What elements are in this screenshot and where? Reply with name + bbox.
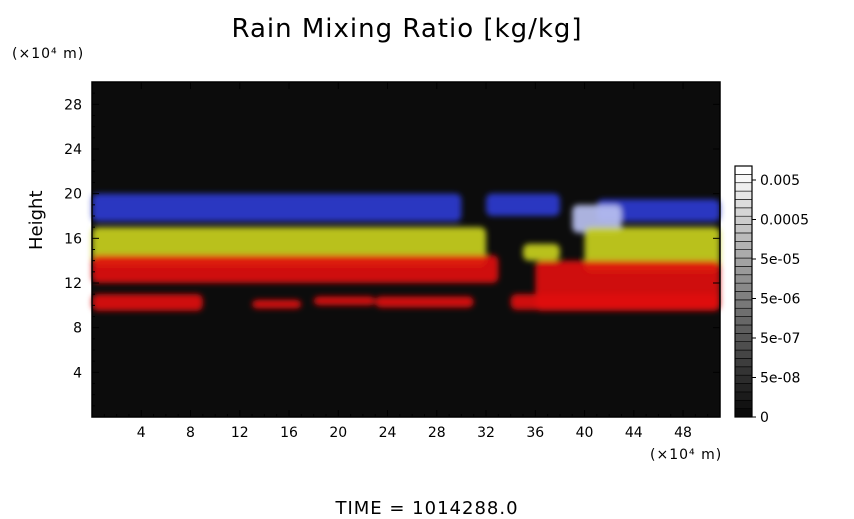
band-blue-0-0 bbox=[92, 193, 462, 222]
x-tick-label-48: 48 bbox=[674, 425, 692, 441]
colorbar-frame bbox=[734, 165, 753, 418]
y-tick-label-16: 16 bbox=[64, 231, 82, 247]
colorbar-step bbox=[734, 349, 753, 359]
colorbar-step bbox=[734, 366, 753, 376]
colorbar-label-0: 0.005 bbox=[760, 173, 800, 189]
colorbar-step bbox=[734, 207, 753, 217]
band-red-4-2 bbox=[313, 296, 376, 306]
band-yellow-2-1 bbox=[522, 243, 560, 261]
colorbar-step bbox=[734, 341, 753, 351]
chart-title: Rain Mixing Ratio [kg/kg] bbox=[231, 14, 583, 44]
x-tick-label-44: 44 bbox=[625, 425, 643, 441]
colorbar-step bbox=[734, 224, 753, 234]
x-tick-label-36: 36 bbox=[526, 425, 544, 441]
x-axis-unit: (×10⁴ m) bbox=[650, 447, 723, 463]
y-tick-label-8: 8 bbox=[73, 321, 82, 337]
x-tick-label-28: 28 bbox=[428, 425, 446, 441]
colorbar-step bbox=[734, 358, 753, 368]
rain-bands bbox=[92, 193, 720, 311]
colorbar-step bbox=[734, 391, 753, 401]
colorbar-step bbox=[734, 399, 753, 409]
x-tick-label-32: 32 bbox=[477, 425, 495, 441]
x-tick-label-12: 12 bbox=[231, 425, 249, 441]
colorbar-step bbox=[734, 274, 753, 284]
colorbar-step bbox=[734, 174, 753, 184]
colorbar-step bbox=[734, 266, 753, 276]
band-lightblue-1-0 bbox=[572, 204, 622, 233]
colorbar-step bbox=[734, 249, 753, 259]
y-tick-label-12: 12 bbox=[64, 276, 82, 292]
colorbar-step bbox=[734, 257, 753, 267]
colorbar-label-3: 5e-06 bbox=[760, 292, 800, 308]
colorbar-step bbox=[734, 291, 753, 301]
colorbar-step bbox=[734, 316, 753, 326]
band-red-4-4 bbox=[510, 294, 720, 310]
colorbar-step bbox=[734, 299, 753, 309]
band-red-4-0 bbox=[92, 294, 203, 311]
y-axis-unit: (×10⁴ m) bbox=[12, 46, 85, 62]
band-red-3-0 bbox=[92, 255, 499, 283]
colorbar-step bbox=[734, 333, 753, 343]
colorbar-label-6: 0 bbox=[760, 410, 769, 426]
colorbar-step bbox=[734, 408, 753, 418]
colorbar-step bbox=[734, 190, 753, 200]
colorbar-step bbox=[734, 282, 753, 292]
x-tick-label-40: 40 bbox=[576, 425, 594, 441]
y-tick-label-28: 28 bbox=[64, 97, 82, 113]
colorbar-step bbox=[734, 182, 753, 192]
time-label: TIME = 1014288.0 bbox=[335, 498, 519, 519]
band-red-4-3 bbox=[375, 296, 474, 308]
colorbar-label-5: 5e-08 bbox=[760, 371, 800, 387]
colorbar-step bbox=[734, 383, 753, 393]
y-tick-label-24: 24 bbox=[64, 142, 82, 158]
x-tick-label-16: 16 bbox=[280, 425, 298, 441]
colorbar-label-1: 0.0005 bbox=[760, 213, 809, 229]
x-tick-label-8: 8 bbox=[186, 425, 195, 441]
colorbar-step bbox=[734, 374, 753, 384]
y-tick-label-4: 4 bbox=[73, 365, 82, 381]
colorbar-step bbox=[734, 232, 753, 242]
colorbar-step bbox=[734, 324, 753, 334]
colorbar-step bbox=[734, 199, 753, 209]
x-tick-label-4: 4 bbox=[137, 425, 146, 441]
band-blue-0-2 bbox=[596, 199, 720, 222]
band-red-4-1 bbox=[252, 299, 302, 309]
colorbar-step bbox=[734, 307, 753, 317]
colorbar-label-2: 5e-05 bbox=[760, 252, 800, 268]
colorbar-step bbox=[734, 165, 753, 175]
colorbar-label-4: 5e-07 bbox=[760, 331, 800, 347]
band-blue-0-1 bbox=[486, 193, 560, 216]
y-tick-label-20: 20 bbox=[64, 187, 82, 203]
x-tick-label-24: 24 bbox=[379, 425, 397, 441]
colorbar-step bbox=[734, 241, 753, 250]
colorbar-step bbox=[734, 215, 753, 225]
x-tick-label-20: 20 bbox=[329, 425, 347, 441]
